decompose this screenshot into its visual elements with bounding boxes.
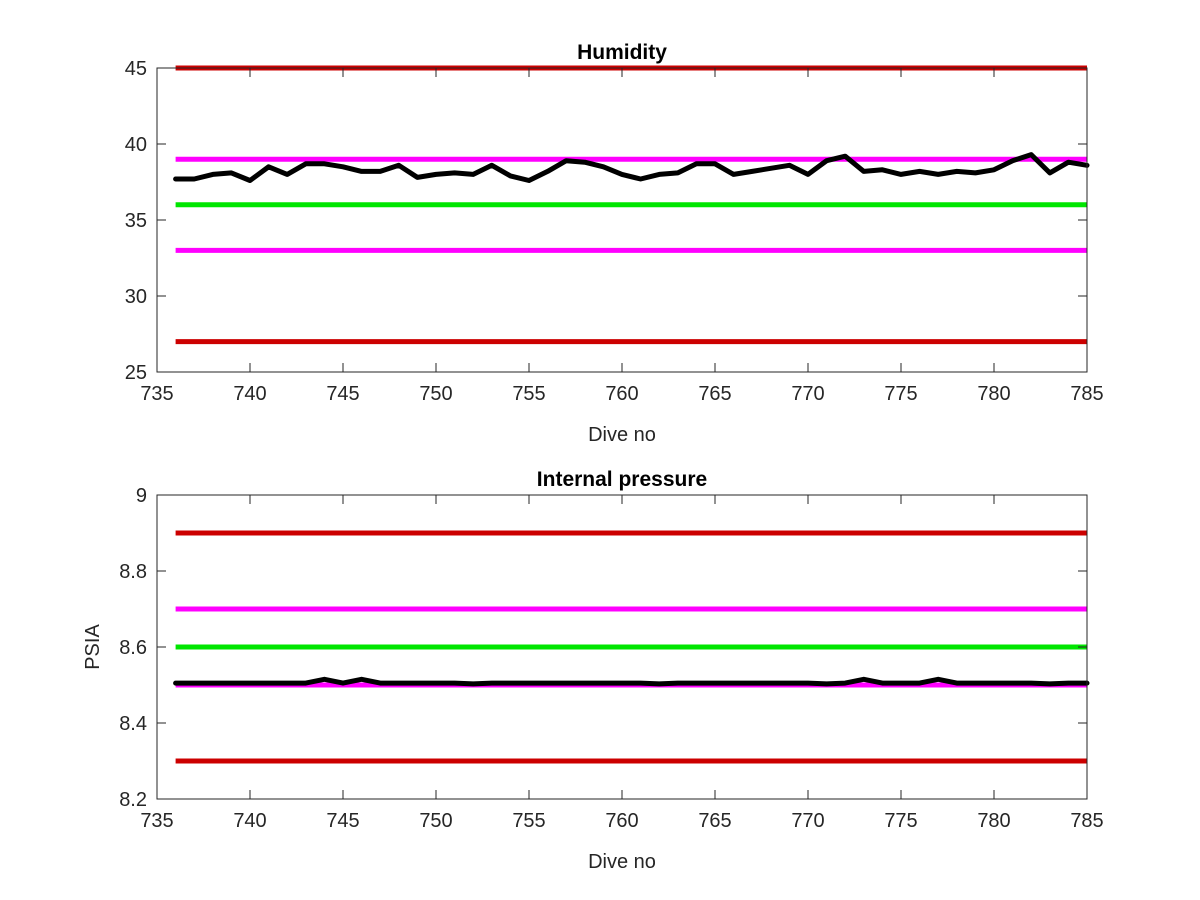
- x-tick-label: 745: [326, 383, 359, 405]
- x-tick-label: 785: [1070, 810, 1103, 832]
- x-tick-label: 760: [605, 383, 638, 405]
- y-tick-label: 45: [125, 58, 147, 80]
- x-tick-label: 785: [1070, 383, 1103, 405]
- x-tick-label: 765: [698, 383, 731, 405]
- x-tick-label: 755: [512, 810, 545, 832]
- chart-title: Internal pressure: [537, 468, 707, 491]
- y-tick-label: 35: [125, 210, 147, 232]
- internal-pressure-plot: Internal pressure Dive no PSIA 735 740 745…: [82, 468, 1104, 873]
- y-tick-label: 8.2: [119, 789, 147, 811]
- y-tick-label: 25: [125, 362, 147, 384]
- x-axis-label: Dive no: [588, 851, 656, 873]
- y-tick-label: 8.8: [119, 561, 147, 583]
- x-axis-label: Dive no: [588, 424, 656, 446]
- x-tick-label: 735: [140, 810, 173, 832]
- y-tick-label: 30: [125, 286, 147, 308]
- x-tick-label: 780: [977, 810, 1010, 832]
- x-tick-label: 755: [512, 383, 545, 405]
- y-tick-label: 8.6: [119, 637, 147, 659]
- x-tick-label: 740: [233, 810, 266, 832]
- y-tick-label: 8.4: [119, 713, 147, 735]
- data-series-line: [173, 152, 1090, 183]
- x-tick-label: 775: [884, 383, 917, 405]
- x-tick-label: 770: [791, 810, 824, 832]
- humidity-plot: Humidity Dive no 735 740 745 750 755 760 765 77…: [125, 41, 1104, 446]
- x-tick-label: 765: [698, 810, 731, 832]
- y-tick-label: 9: [136, 485, 147, 507]
- axes-box: [156, 67, 1088, 373]
- x-tick-label: 740: [233, 383, 266, 405]
- x-tick-label: 735: [140, 383, 173, 405]
- x-tick-label: 745: [326, 810, 359, 832]
- data-series-line: [173, 676, 1090, 687]
- chart-title: Humidity: [577, 41, 667, 64]
- y-axis-label: PSIA: [82, 624, 104, 670]
- x-tick-label: 780: [977, 383, 1010, 405]
- x-tick-label: 750: [419, 810, 452, 832]
- x-tick-label: 775: [884, 810, 917, 832]
- x-tick-label: 760: [605, 810, 638, 832]
- y-tick-label: 40: [125, 134, 147, 156]
- x-tick-label: 770: [791, 383, 824, 405]
- x-tick-label: 750: [419, 383, 452, 405]
